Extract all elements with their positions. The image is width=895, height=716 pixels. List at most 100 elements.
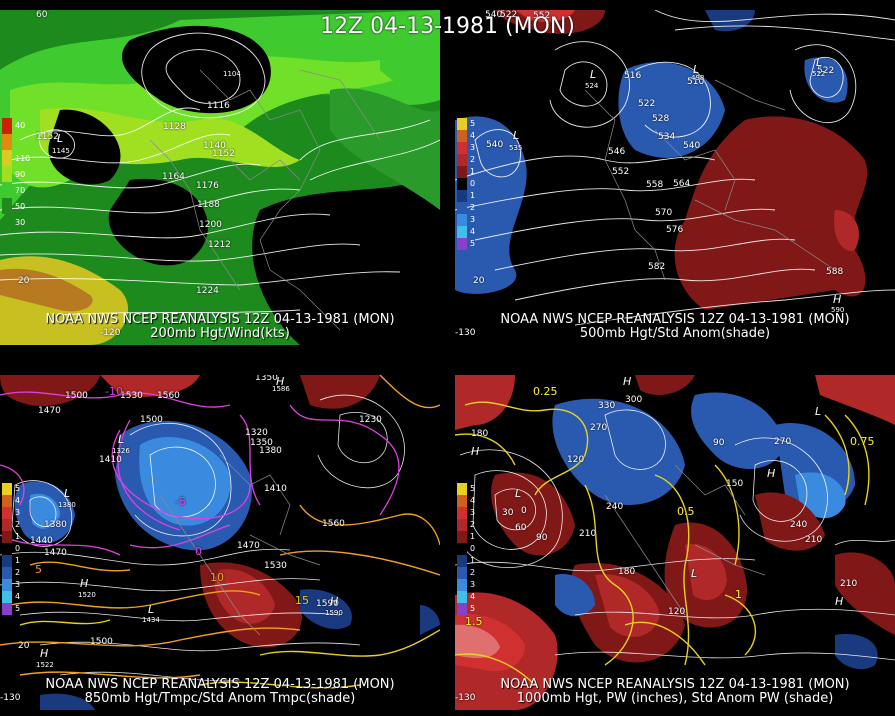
contour-label: 150: [726, 479, 744, 489]
legend-label: 0: [15, 544, 21, 553]
legend-label: 4: [15, 496, 21, 505]
contour-label: 1230: [359, 415, 382, 425]
contour-label: 546: [608, 147, 626, 157]
contour-label: 240: [606, 502, 624, 512]
high-pressure-marker: H: [767, 467, 776, 480]
legend-swatch: [457, 226, 467, 238]
low-pressure-marker: L: [148, 603, 155, 616]
legend-swatch: [2, 507, 12, 519]
latitude-label: 20: [473, 276, 485, 286]
contour-label: 1530: [120, 391, 143, 401]
contour-label: 210: [805, 535, 823, 545]
legend-swatch: [457, 543, 467, 555]
legend-label: 0: [470, 179, 476, 188]
legend-swatch: [457, 202, 467, 214]
low-pressure-marker: L: [515, 487, 522, 500]
legend-swatch: [457, 495, 467, 507]
pressure-value: 1590: [325, 609, 343, 617]
contour-label: 1212: [208, 240, 231, 250]
pressure-value: 1326: [112, 447, 130, 455]
pressure-value: 1586: [272, 385, 290, 393]
contour-label: 1164: [162, 172, 185, 182]
contour-label: 540: [485, 10, 503, 20]
pressure-value: 590: [831, 306, 845, 314]
legend-label: 90: [15, 170, 26, 179]
contour-label: 330: [598, 401, 616, 411]
legend-swatch: [2, 603, 12, 615]
contour-label: 1350: [255, 375, 278, 383]
pressure-value: 1380: [58, 501, 76, 509]
contour-label: 270: [774, 437, 792, 447]
contour-label: 1200: [199, 220, 222, 230]
panel-500mb: 5 4 3 2 1 0 1 2 3 4 5 540 552 516 522 52…: [455, 10, 895, 345]
pw-contour-label: 0.75: [850, 435, 875, 448]
legend-label: 30: [15, 218, 26, 227]
legend-label: 1: [470, 532, 476, 541]
low-pressure-marker: L: [57, 132, 64, 145]
pressure-value: 498: [691, 74, 705, 82]
contour-label: 1470: [38, 406, 61, 416]
contour-label: 540: [486, 140, 504, 150]
legend-swatch: [2, 495, 12, 507]
legend-swatch: [2, 543, 12, 555]
high-pressure-marker: H: [833, 293, 842, 306]
legend-label: 3: [470, 508, 476, 517]
longitude-label: -130: [0, 693, 21, 703]
contour-label: 1410: [264, 484, 287, 494]
map-500mb: [455, 10, 895, 345]
legend-swatch: [2, 134, 12, 150]
latitude-label: 20: [18, 641, 30, 651]
contour-label: 1500: [65, 391, 88, 401]
legend-label: 50: [15, 202, 26, 211]
legend-swatch: [2, 531, 12, 543]
contour-label: 180: [471, 429, 489, 439]
legend-label: 5: [470, 119, 476, 128]
low-pressure-marker: L: [590, 68, 597, 81]
legend-swatch: [457, 166, 467, 178]
contour-label: 180: [618, 567, 636, 577]
panel-200mb: 40 110 90 70 50 30 1152 1116 1128 1140 1…: [0, 10, 440, 345]
pw-contour-label: 1: [735, 588, 742, 601]
pressure-value: 1104: [223, 70, 241, 78]
legend-label: 2: [15, 520, 21, 529]
contour-label: 1176: [196, 181, 219, 191]
legend-swatch: [2, 579, 12, 591]
pressure-value: 535: [509, 144, 523, 152]
map-1000mb-pw: [455, 375, 895, 710]
contour-label: 552: [533, 11, 551, 21]
legend-label: 70: [15, 186, 26, 195]
high-pressure-marker: H: [835, 595, 844, 608]
valid-time-title: 12Z 04-13-1981 (MON): [320, 14, 575, 39]
contour-label: 90: [713, 438, 725, 448]
contour-label: 534: [658, 132, 676, 142]
isotherm-label: -10: [105, 385, 123, 398]
legend-label: 0: [470, 544, 476, 553]
low-pressure-marker: L: [815, 405, 822, 418]
legend-label: 5: [470, 239, 476, 248]
legend-swatch: [457, 519, 467, 531]
pressure-value: 1522: [36, 661, 54, 669]
legend-swatch: [457, 118, 467, 130]
legend-swatch: [457, 142, 467, 154]
pressure-value: 1434: [142, 616, 160, 624]
legend-850mb: 5 4 3 2 1 0 1 2 3 4 5: [2, 483, 20, 615]
low-pressure-marker: L: [118, 433, 125, 446]
pw-contour-label: 0.25: [533, 385, 558, 398]
legend-label: 3: [15, 580, 21, 589]
panel-source-caption: NOAA NWS NCEP REANALYSIS 12Z 04-13-1981 …: [500, 312, 850, 327]
legend-swatch: [457, 214, 467, 226]
legend-swatch: [457, 154, 467, 166]
contour-label: 300: [625, 395, 643, 405]
isotherm-label: 15: [295, 594, 309, 607]
legend-swatch: [2, 150, 12, 166]
legend-swatch: [457, 531, 467, 543]
contour-label: 1470: [237, 541, 260, 551]
contour-label: 1530: [264, 561, 287, 571]
contour-label: 588: [826, 267, 844, 277]
panel-850mb: 5 4 3 2 1 0 1 2 3 4 5 1350 1530 1500 156…: [0, 375, 440, 710]
legend-label: 2: [470, 520, 476, 529]
isotherm-label: 0: [195, 545, 202, 558]
legend-swatch: [2, 182, 12, 198]
pressure-value: 1520: [78, 591, 96, 599]
